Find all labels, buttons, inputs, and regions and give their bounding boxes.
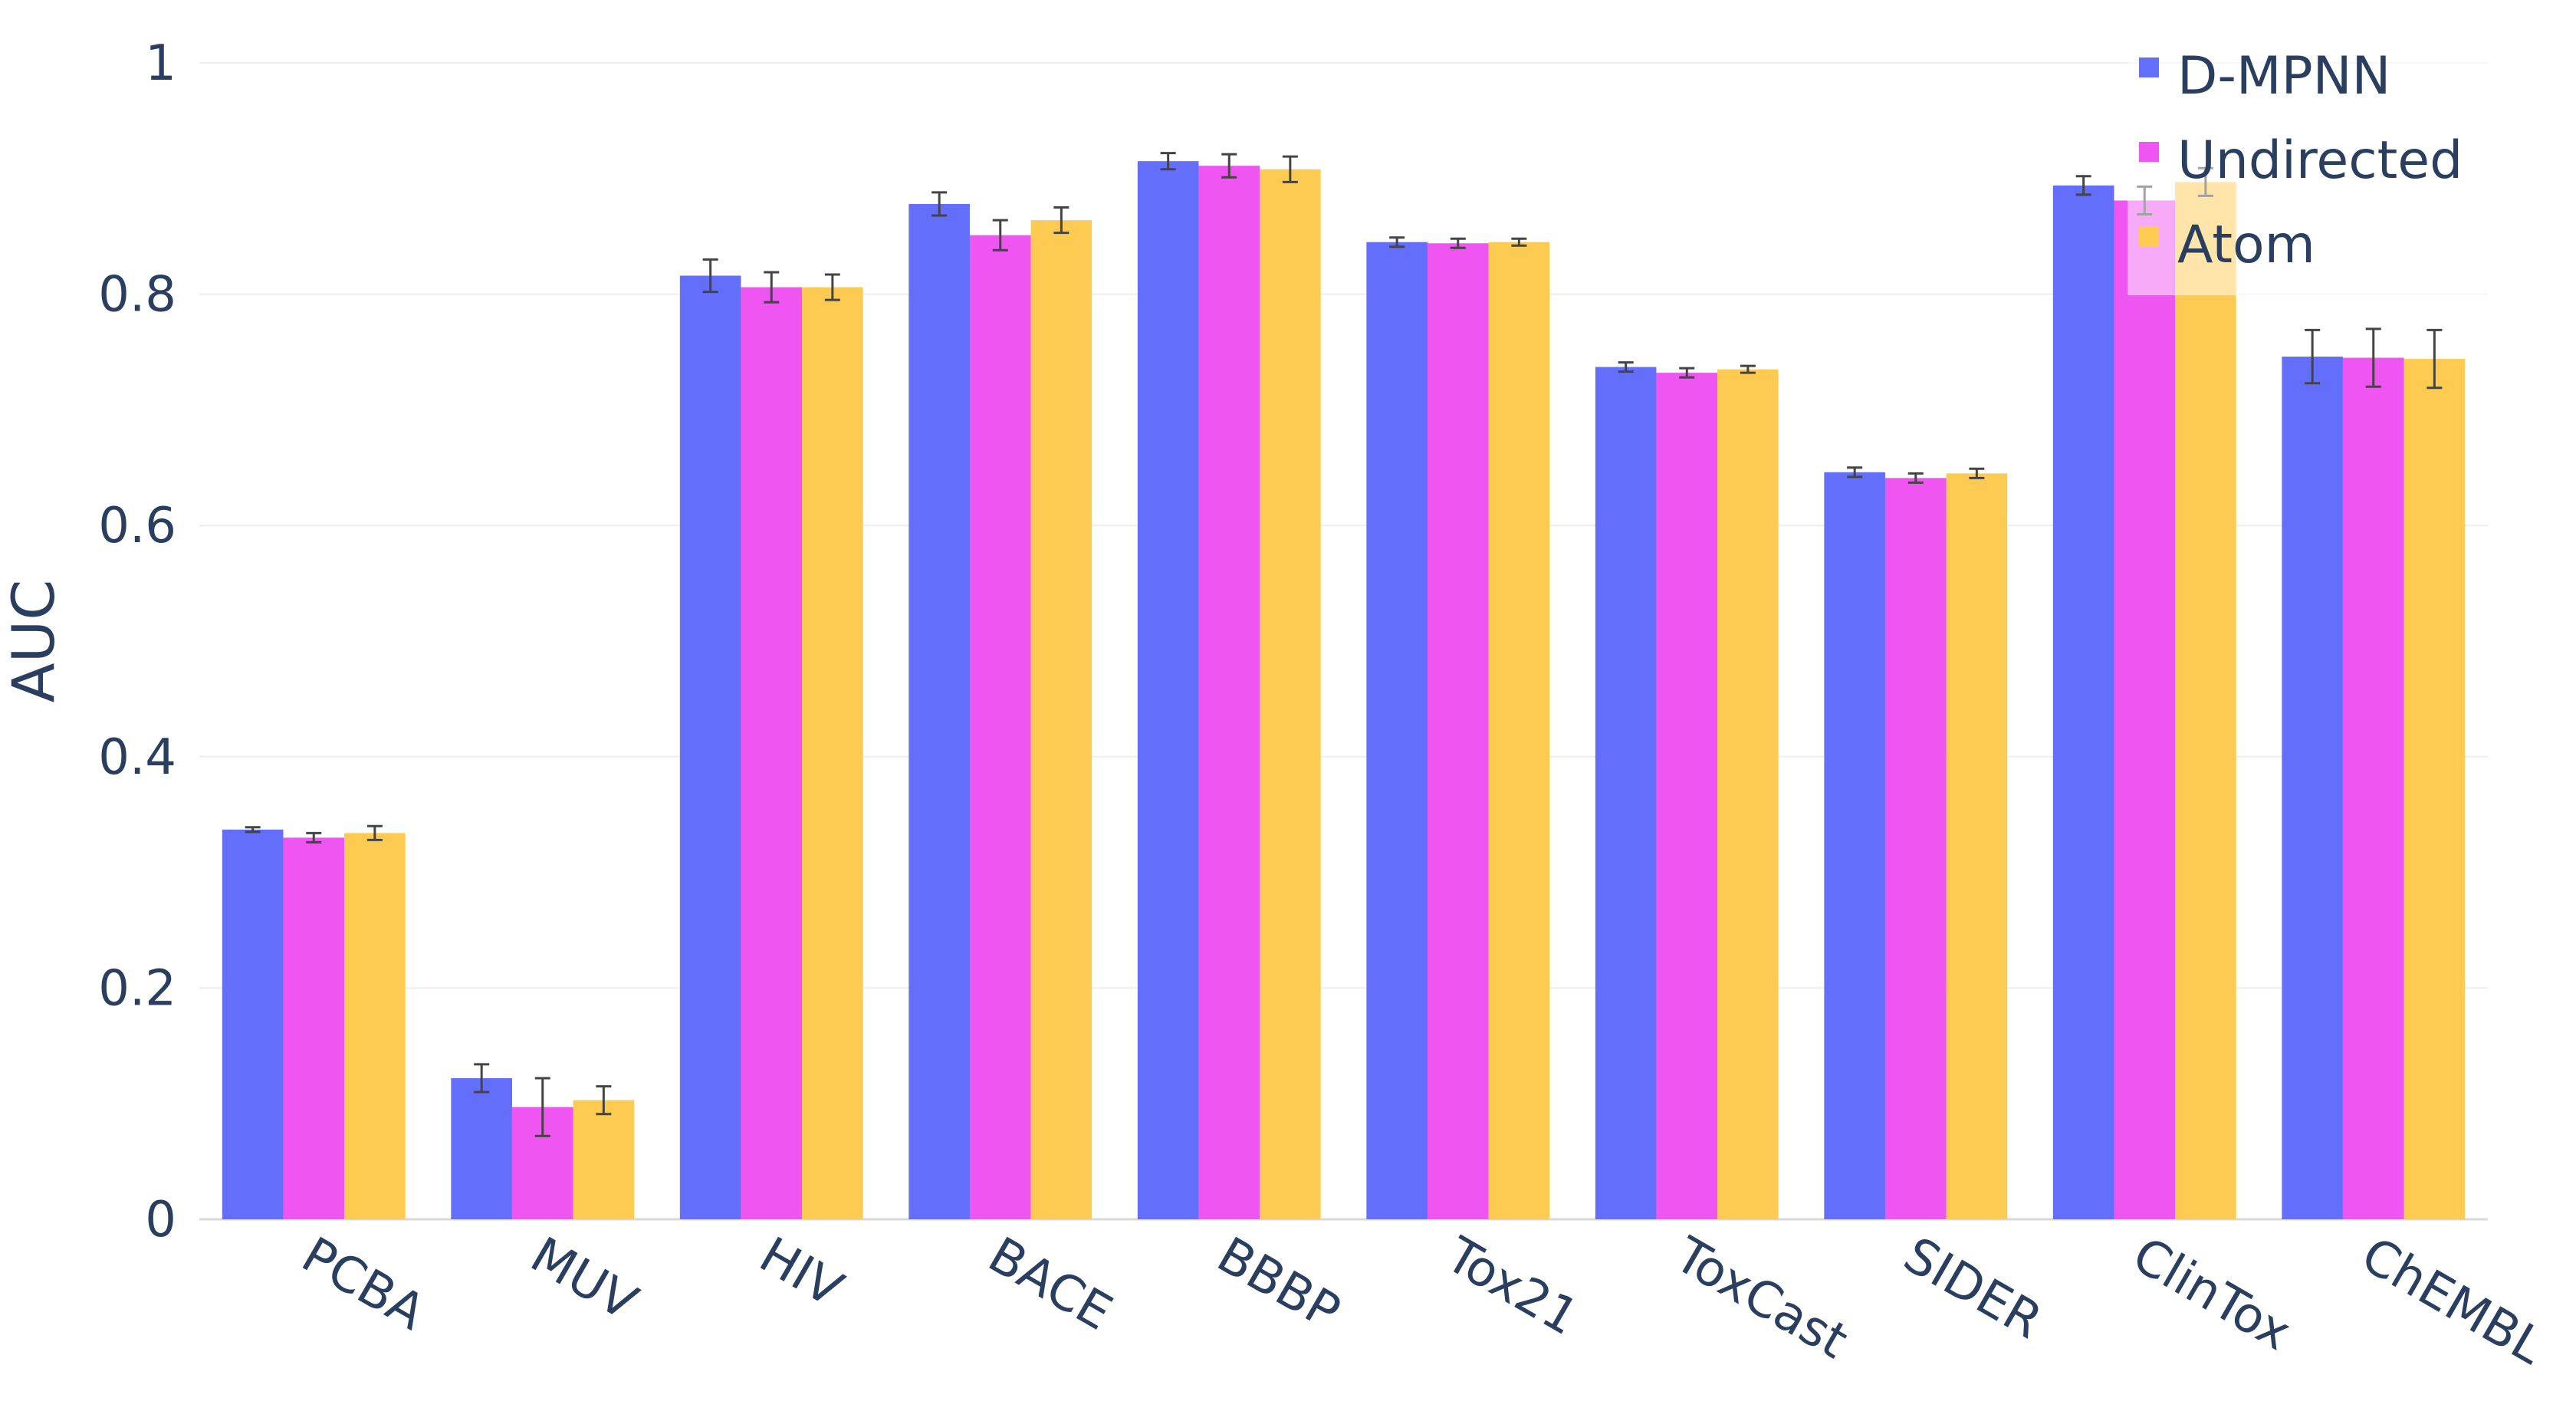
bar-atom-clintox xyxy=(2175,182,2236,1220)
error-bar xyxy=(245,826,261,834)
x-tick-label: BBBP xyxy=(1208,1227,1349,1341)
y-tick-label: 0.6 xyxy=(98,498,176,554)
x-tick-label: BACE xyxy=(979,1227,1122,1342)
bar-atom-pcba xyxy=(344,833,406,1219)
bar-d-mpnn-chembl xyxy=(2282,357,2343,1220)
error-bars xyxy=(245,152,2443,1137)
bar-atom-hiv xyxy=(802,287,863,1219)
legend-label: D-MPNN xyxy=(2177,46,2390,107)
error-bar xyxy=(1221,153,1237,179)
error-bar xyxy=(1907,472,1924,484)
error-bar xyxy=(474,1063,490,1094)
legend-item[interactable]: Undirected xyxy=(2139,130,2463,191)
legend-background xyxy=(2128,35,2526,295)
y-tick-label: 0.8 xyxy=(98,267,176,324)
legend-item[interactable]: D-MPNN xyxy=(2139,46,2390,107)
error-bar xyxy=(1847,466,1863,479)
error-bar xyxy=(366,824,383,841)
bars xyxy=(222,161,2466,1220)
y-tick-label: 0.2 xyxy=(98,960,176,1017)
bar-atom-chembl xyxy=(2404,359,2466,1220)
legend-item[interactable]: Atom xyxy=(2139,215,2315,275)
error-bar xyxy=(2426,328,2443,390)
y-axis-title: AUC xyxy=(0,580,67,703)
bar-undirected-bbbp xyxy=(1198,166,1260,1219)
bar-atom-bace xyxy=(1030,220,1092,1219)
error-bar xyxy=(1679,367,1695,379)
error-bar xyxy=(1389,236,1405,248)
error-bar xyxy=(1511,237,1527,247)
error-bar xyxy=(596,1085,612,1116)
error-bar xyxy=(1053,206,1070,235)
bar-undirected-bace xyxy=(969,235,1031,1219)
bar-d-mpnn-clintox xyxy=(2052,185,2114,1219)
bar-d-mpnn-pcba xyxy=(222,829,284,1219)
error-bar xyxy=(306,831,322,844)
error-bar xyxy=(764,271,780,304)
error-bar xyxy=(1282,155,1298,183)
legend-label: Undirected xyxy=(2177,130,2463,191)
bar-d-mpnn-toxcast xyxy=(1595,367,1657,1219)
error-bar xyxy=(824,273,840,301)
legend-label: Atom xyxy=(2177,215,2315,275)
bar-d-mpnn-bbbp xyxy=(1137,161,1199,1220)
bar-undirected-clintox xyxy=(2114,200,2176,1219)
bar-atom-sider xyxy=(1946,473,2008,1219)
legend-swatch xyxy=(2139,142,2159,162)
bar-atom-toxcast xyxy=(1717,369,1779,1219)
x-tick-label: ChEMBL xyxy=(2352,1227,2554,1376)
legend: D-MPNN Undirected Atom xyxy=(2128,35,2526,295)
error-bar xyxy=(1740,364,1756,374)
error-bar xyxy=(932,191,948,217)
bar-undirected-toxcast xyxy=(1656,373,1718,1219)
error-bar xyxy=(992,219,1008,252)
x-tick-label: MUV xyxy=(521,1227,646,1332)
legend-swatch xyxy=(2139,226,2159,246)
bar-undirected-hiv xyxy=(741,287,803,1219)
error-bar xyxy=(1450,237,1466,249)
bar-d-mpnn-tox21 xyxy=(1366,242,1428,1219)
legend-swatch xyxy=(2139,58,2159,77)
bar-d-mpnn-bace xyxy=(909,203,970,1219)
x-tick-label: HIV xyxy=(750,1227,852,1319)
bar-undirected-chembl xyxy=(2342,357,2404,1219)
y-tick-label: 0.4 xyxy=(98,729,176,786)
bar-d-mpnn-sider xyxy=(1824,472,1885,1219)
x-axis-ticks: PCBA MUV HIV BACE BBBP Tox21 ToxCast SIDER ClinT… xyxy=(292,1226,2553,1376)
error-bar xyxy=(1618,361,1634,373)
bar-atom-muv xyxy=(573,1100,635,1219)
error-bar xyxy=(1160,152,1176,171)
x-tick-label: SIDER xyxy=(1894,1227,2052,1350)
y-tick-label: 1 xyxy=(145,35,176,92)
x-tick-label: ToxCast xyxy=(1664,1226,1857,1370)
error-bar xyxy=(2305,328,2321,385)
bar-atom-tox21 xyxy=(1488,242,1550,1219)
bar-undirected-tox21 xyxy=(1427,243,1489,1219)
error-bar xyxy=(2075,175,2091,196)
error-bar xyxy=(702,258,718,294)
y-axis-ticks: 0 0.2 0.4 0.6 0.8 1 xyxy=(98,35,176,1248)
error-bar xyxy=(1969,467,1985,479)
y-tick-label: 0 xyxy=(145,1192,176,1248)
x-tick-label: ClinTox xyxy=(2123,1227,2300,1362)
bar-atom-bbbp xyxy=(1260,169,1321,1220)
bar-undirected-sider xyxy=(1884,478,1947,1219)
bar-d-mpnn-muv xyxy=(451,1078,512,1219)
bar-d-mpnn-hiv xyxy=(679,275,741,1220)
bar-undirected-pcba xyxy=(283,837,345,1219)
x-tick-label: PCBA xyxy=(292,1227,434,1342)
error-bar xyxy=(2365,327,2381,388)
x-tick-label: Tox21 xyxy=(1436,1226,1588,1347)
error-bar xyxy=(534,1077,550,1137)
